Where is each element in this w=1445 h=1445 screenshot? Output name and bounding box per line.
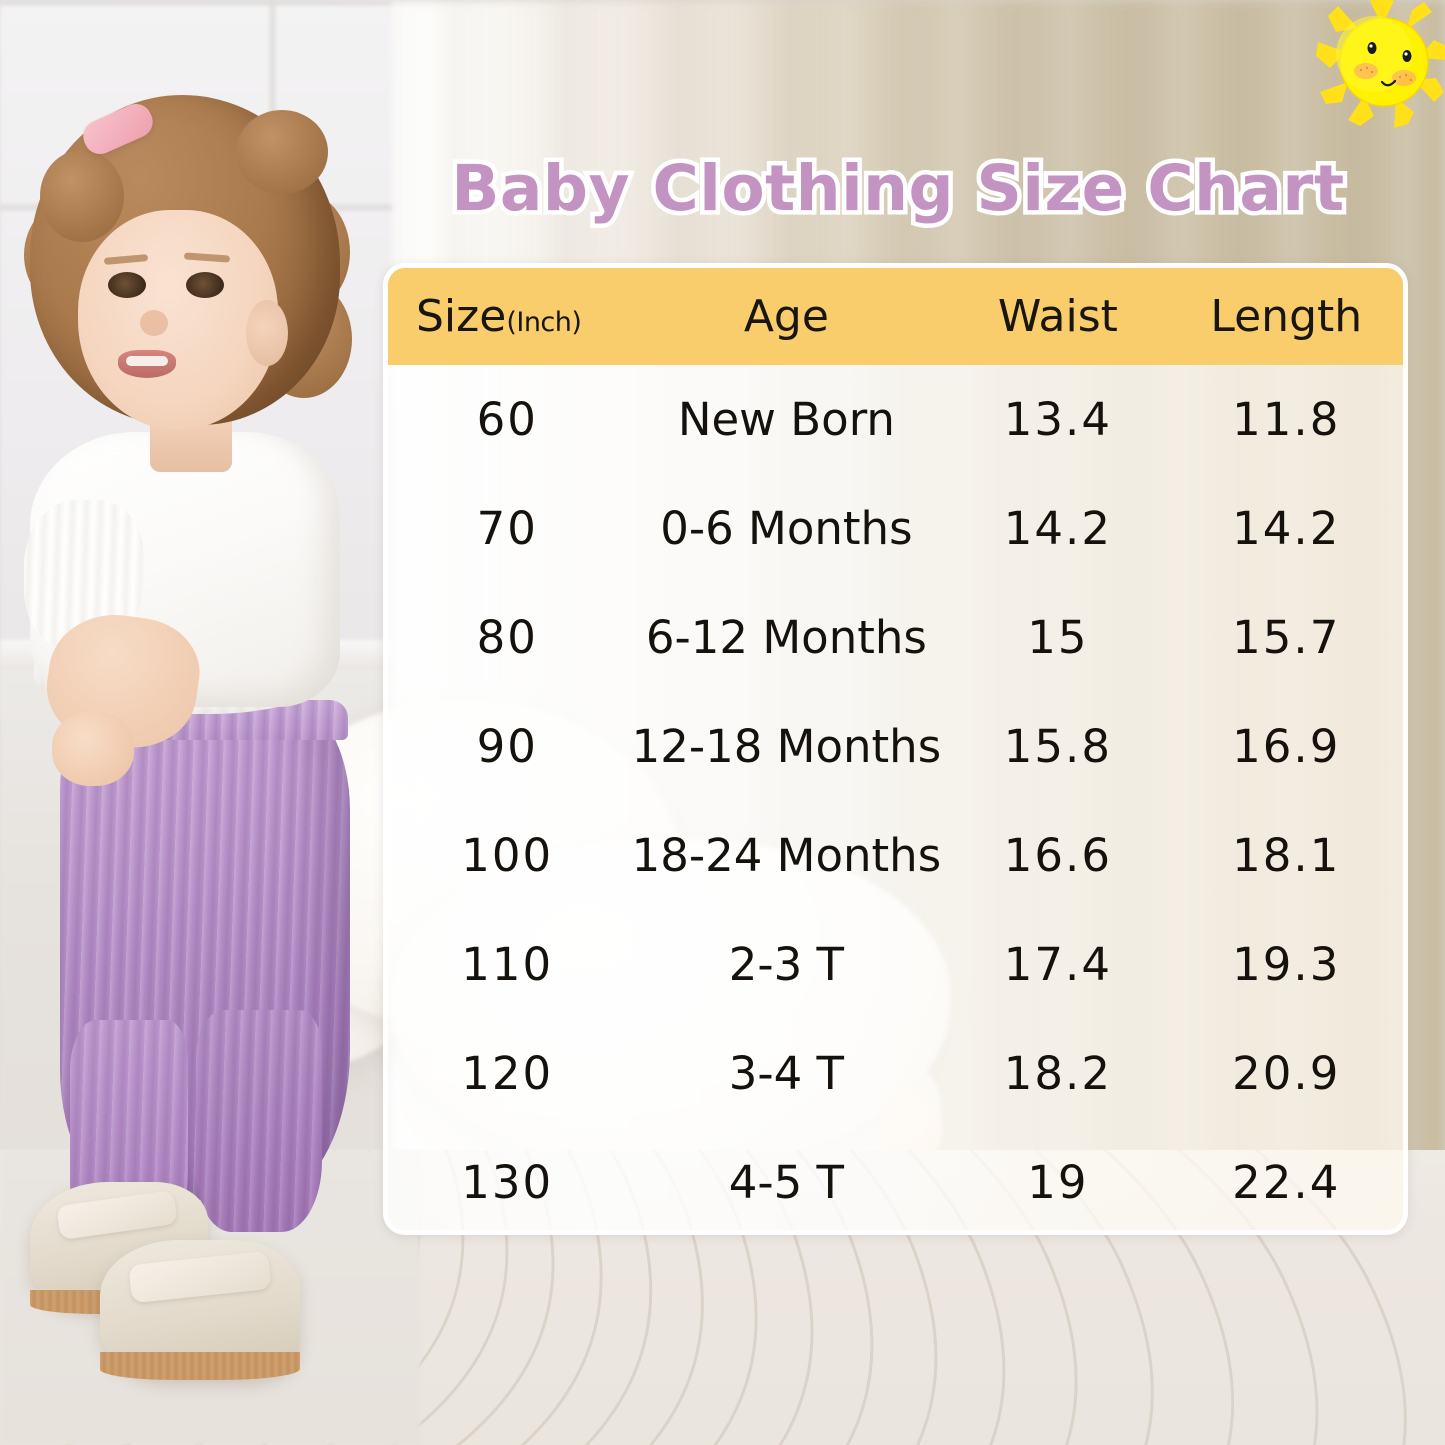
cell-waist: 15.8 xyxy=(1003,720,1112,773)
size-chart-table: Size(Inch) Age Waist Length 60 New Born 13… xyxy=(388,268,1403,1230)
cell-age: 3-4 T xyxy=(728,1047,845,1100)
cell-length: 18.1 xyxy=(1232,829,1341,882)
hair-curl xyxy=(236,110,328,194)
table-row: 130 4-5 T 19 22.4 xyxy=(388,1128,1403,1230)
table-row: 60 New Born 13.4 11.8 xyxy=(388,365,1403,474)
cell-length: 20.9 xyxy=(1232,1047,1341,1100)
table-row: 100 18-24 Months 16.6 18.1 xyxy=(388,801,1403,910)
shoe-sole xyxy=(100,1352,300,1380)
cell-waist: 16.6 xyxy=(1003,829,1112,882)
column-header-length: Length xyxy=(1210,291,1363,342)
cell-length: 11.8 xyxy=(1232,393,1341,446)
face xyxy=(78,210,278,430)
column-header-age: Age xyxy=(743,291,829,342)
cell-waist: 13.4 xyxy=(1003,393,1112,446)
cell-age: 6-12 Months xyxy=(645,611,927,664)
smiling-sun-icon xyxy=(1316,0,1445,128)
cell-length: 16.9 xyxy=(1232,720,1341,773)
cell-length: 19.3 xyxy=(1232,938,1341,991)
teeth xyxy=(126,356,168,366)
cell-size: 60 xyxy=(476,393,538,446)
cell-waist: 18.2 xyxy=(1003,1047,1112,1100)
hair-curl xyxy=(40,150,124,242)
eye xyxy=(108,272,146,298)
cell-size: 100 xyxy=(461,829,554,882)
leggings-back-leg xyxy=(196,1010,322,1232)
table-row: 70 0-6 Months 14.2 14.2 xyxy=(388,474,1403,583)
wall-grout-line xyxy=(0,0,392,5)
cell-age: New Born xyxy=(677,393,895,446)
column-header-waist: Waist xyxy=(997,291,1118,342)
cell-waist: 15 xyxy=(1027,611,1089,664)
cell-size: 70 xyxy=(476,502,538,555)
table-row: 90 12-18 Months 15.8 16.9 xyxy=(388,692,1403,801)
cell-age: 12-18 Months xyxy=(631,720,942,773)
cell-age: 2-3 T xyxy=(728,938,845,991)
table-body-background xyxy=(388,365,1403,1230)
hand xyxy=(52,712,134,786)
column-header-size: Size(Inch) xyxy=(388,268,627,365)
table-row: 110 2-3 T 17.4 19.3 xyxy=(388,910,1403,1019)
eye xyxy=(186,272,224,298)
cell-size: 110 xyxy=(461,938,554,991)
cell-length: 15.7 xyxy=(1232,611,1341,664)
cell-age: 4-5 T xyxy=(728,1156,845,1209)
cell-age: 18-24 Months xyxy=(631,829,942,882)
table-head: Size(Inch) Age Waist Length xyxy=(388,268,1403,365)
table-body: 60 New Born 13.4 11.8 70 0-6 Months 14.2 14.2 80… xyxy=(388,365,1403,1230)
column-header-size-main: Size xyxy=(416,291,507,342)
cell-waist: 19 xyxy=(1027,1156,1089,1209)
table-header-row: Size(Inch) Age Waist Length xyxy=(388,268,1403,365)
cell-waist: 14.2 xyxy=(1003,502,1112,555)
table-row: 120 3-4 T 18.2 20.9 xyxy=(388,1019,1403,1128)
cell-size: 130 xyxy=(461,1156,554,1209)
table-row: 80 6-12 Months 15 15.7 xyxy=(388,583,1403,692)
cell-size: 90 xyxy=(476,720,538,773)
cell-size: 80 xyxy=(476,611,538,664)
table-header-band xyxy=(388,268,1403,365)
cell-length: 14.2 xyxy=(1232,502,1341,555)
toddler-figure xyxy=(0,0,392,1400)
cell-waist: 17.4 xyxy=(1003,938,1112,991)
size-chart-panel: Size(Inch) Age Waist Length 60 New Born 13… xyxy=(383,263,1408,1235)
column-header-size-unit: (Inch) xyxy=(506,307,582,338)
cell-length: 22.4 xyxy=(1232,1156,1341,1209)
cell-size: 120 xyxy=(461,1047,554,1100)
nose xyxy=(140,310,168,336)
cell-age: 0-6 Months xyxy=(660,502,913,555)
ear xyxy=(246,300,288,366)
page-title: Baby Clothing Size Chart xyxy=(447,148,1349,230)
